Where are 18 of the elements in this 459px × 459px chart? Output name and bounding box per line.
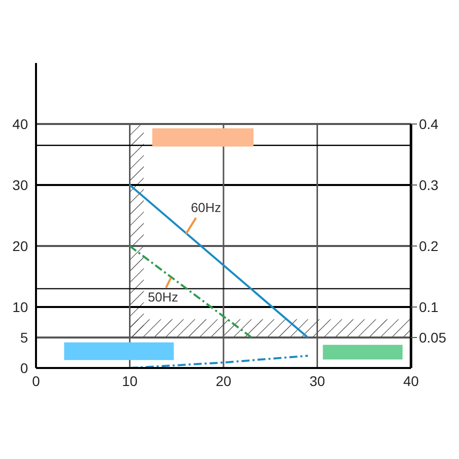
y-tick-label: 30 bbox=[12, 176, 28, 193]
y2-tick-label: 0.1 bbox=[419, 298, 439, 315]
y-tick-label: 10 bbox=[12, 298, 28, 315]
x-tick-label: 0 bbox=[32, 372, 40, 389]
y-tick-label: 40 bbox=[12, 116, 28, 132]
x-tick-label: 30 bbox=[309, 372, 326, 389]
y2-tick-label: 0.4 bbox=[419, 116, 439, 132]
y2-tick-label: 0.3 bbox=[419, 176, 439, 193]
x-tick-label: 10 bbox=[122, 372, 138, 389]
x-tick-label: 40 bbox=[403, 372, 419, 389]
y2-tick-label: 0.2 bbox=[419, 238, 439, 254]
y-tick-label: 0 bbox=[20, 360, 28, 376]
y2-tick-label: 0.05 bbox=[419, 329, 446, 346]
x-tick-label: 20 bbox=[216, 372, 232, 389]
y-tick-label: 20 bbox=[12, 238, 28, 254]
annotation: 50Hz bbox=[148, 290, 178, 305]
annotation: 60Hz bbox=[190, 200, 222, 215]
y-tick-label: 5 bbox=[20, 329, 28, 346]
